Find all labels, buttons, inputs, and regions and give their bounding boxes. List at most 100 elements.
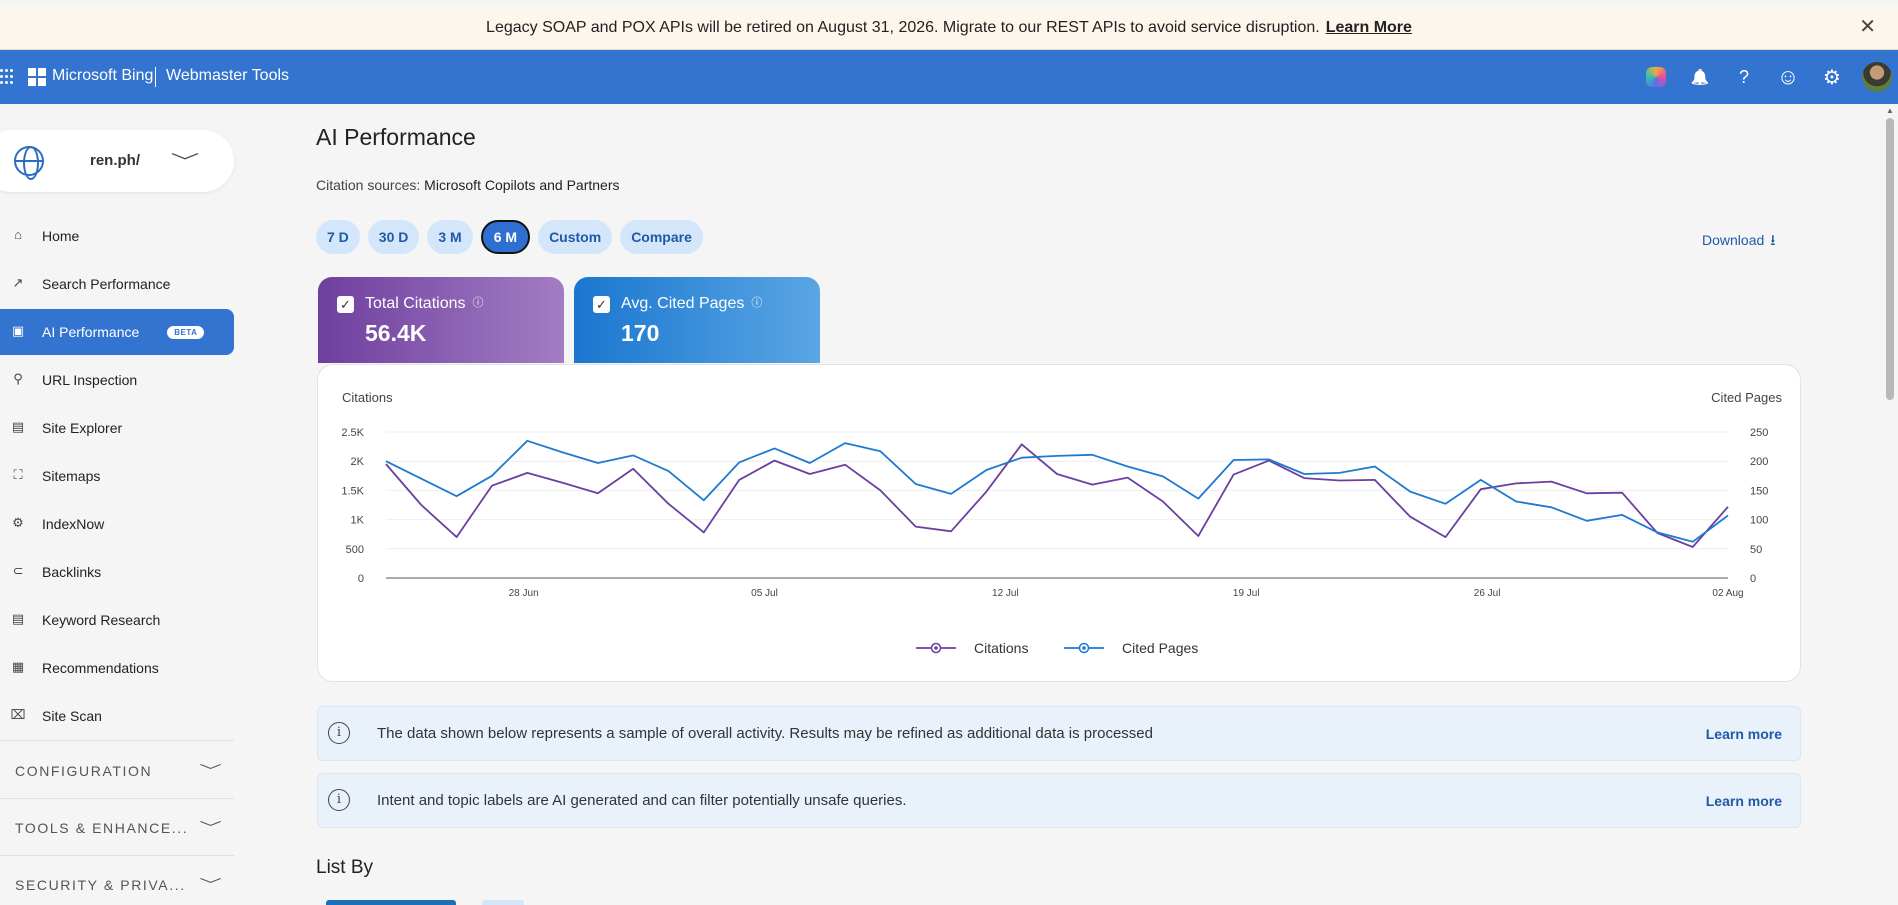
info-bar-ai-labels: i Intent and topic labels are AI generat… bbox=[317, 773, 1801, 828]
sidebar-item-label: IndexNow bbox=[42, 516, 105, 532]
download-button[interactable]: Download ⭳ bbox=[1702, 230, 1776, 255]
y-tick-label: 2.5K bbox=[341, 427, 364, 439]
sidebar-item-site-explorer[interactable]: ▤ Site Explorer bbox=[0, 405, 234, 451]
info-icon: i bbox=[328, 722, 350, 744]
range-6m-button[interactable]: 6 M bbox=[480, 220, 531, 254]
sidebar-item-keyword-research[interactable]: ▤ Keyword Research bbox=[0, 597, 234, 643]
brand-name[interactable]: Microsoft Bing bbox=[52, 67, 154, 84]
sidebar-item-home[interactable]: ⌂ Home bbox=[0, 213, 234, 259]
banner-learn-more-link[interactable]: Learn More bbox=[1325, 18, 1412, 36]
feedback-icon[interactable]: ☺ bbox=[1776, 64, 1800, 89]
sidebar-section-configuration[interactable]: CONFIGURATION ﹀ bbox=[15, 761, 222, 781]
info-icon[interactable]: ⓘ bbox=[472, 297, 484, 309]
globe-icon bbox=[14, 146, 44, 180]
checkbox-avg-cited-pages[interactable]: ✓ bbox=[593, 296, 610, 313]
legend-marker-dot bbox=[1082, 646, 1086, 650]
legend-entry: Citations bbox=[974, 640, 1028, 656]
date-range-selector: 7 D 30 D 3 M 6 M Custom Compare bbox=[316, 220, 703, 254]
series-line-cited-pages bbox=[385, 439, 1729, 543]
sidebar-item-search-performance[interactable]: ↗ Search Performance bbox=[0, 261, 234, 307]
metric-label: Avg. Cited Pages ⓘ bbox=[621, 294, 762, 313]
scrollbar-thumb[interactable] bbox=[1886, 118, 1894, 400]
info-bar-text: Intent and topic labels are AI generated… bbox=[377, 792, 907, 809]
metric-card-avg-cited-pages[interactable]: ✓ Avg. Cited Pages ⓘ 170 bbox=[574, 277, 820, 363]
link-icon: ⊂ bbox=[12, 563, 24, 578]
download-icon: ⭳ bbox=[1770, 232, 1776, 249]
range-7d-button[interactable]: 7 D bbox=[316, 220, 360, 254]
checklist-icon: ▦ bbox=[11, 659, 25, 674]
help-icon[interactable]: ? bbox=[1738, 66, 1749, 87]
y-axis-title: Citations bbox=[342, 390, 393, 405]
close-icon[interactable]: ✕ bbox=[1859, 16, 1876, 38]
x-tick-label: 26 Jul bbox=[1474, 588, 1501, 599]
bell-icon[interactable]: 🔔 bbox=[1690, 69, 1710, 86]
compare-button[interactable]: Compare bbox=[620, 220, 703, 254]
site-selector[interactable]: ren.ph/ ﹀ bbox=[0, 130, 234, 192]
list-tab-selected[interactable] bbox=[326, 900, 456, 905]
learn-more-link[interactable]: Learn more bbox=[1705, 726, 1782, 742]
list-by-heading: List By bbox=[316, 857, 374, 878]
checkbox-total-citations[interactable]: ✓ bbox=[337, 296, 354, 313]
metric-label: Total Citations ⓘ bbox=[365, 294, 484, 313]
sidebar-section-tools[interactable]: TOOLS & ENHANCE... ﹀ bbox=[15, 818, 222, 838]
product-name[interactable]: Webmaster Tools bbox=[166, 67, 290, 84]
list-tab[interactable] bbox=[482, 900, 524, 905]
range-custom-button[interactable]: Custom bbox=[538, 220, 613, 254]
x-tick-label: 28 Jun bbox=[509, 588, 539, 599]
x-tick-label: 19 Jul bbox=[1233, 588, 1260, 599]
sidebar-divider bbox=[0, 740, 234, 741]
gear-icon: ⚙ bbox=[12, 515, 24, 530]
sidebar-item-label: URL Inspection bbox=[42, 372, 138, 388]
y-tick-label: 500 bbox=[346, 544, 364, 556]
sidebar-item-url-inspection[interactable]: ⚲ URL Inspection bbox=[0, 357, 234, 403]
range-30d-button[interactable]: 30 D bbox=[367, 220, 420, 254]
page-scrollbar[interactable]: ▲ bbox=[1882, 104, 1898, 905]
sidebar-divider bbox=[0, 798, 234, 799]
legend-marker-dot bbox=[934, 646, 938, 650]
y2-tick-label: 150 bbox=[1750, 485, 1768, 497]
citation-sources: Citation sources: Microsoft Copilots and… bbox=[316, 177, 619, 193]
download-label: Download bbox=[1702, 232, 1765, 248]
microsoft-logo-icon bbox=[28, 68, 46, 86]
sidebar-item-indexnow[interactable]: ⚙ IndexNow bbox=[0, 501, 234, 547]
trend-icon: ↗ bbox=[12, 275, 24, 290]
y2-tick-label: 50 bbox=[1750, 544, 1762, 556]
range-3m-button[interactable]: 3 M bbox=[427, 220, 473, 254]
sidebar-item-label: Search Performance bbox=[42, 276, 171, 292]
info-icon[interactable]: ⓘ bbox=[751, 297, 763, 309]
scan-icon: ⌧ bbox=[10, 707, 26, 722]
sitemap-icon: ⛶ bbox=[13, 467, 23, 482]
y2-tick-label: 250 bbox=[1750, 427, 1768, 439]
chevron-down-icon[interactable]: ﹀ bbox=[170, 152, 200, 172]
info-icon: i bbox=[328, 789, 350, 811]
sidebar-item-label: AI Performance bbox=[42, 324, 140, 340]
chart-svg: Citations Cited Pages 0 500 1K 1.5K 2K 2.5K 0 50 1… bbox=[341, 390, 1782, 656]
banner-text: Legacy SOAP and POX APIs will be retired… bbox=[486, 18, 1320, 36]
sidebar-section-security[interactable]: SECURITY & PRIVA... ﹀ bbox=[15, 875, 222, 895]
citation-sources-value: Microsoft Copilots and Partners bbox=[424, 177, 620, 193]
sidebar-item-sitemaps[interactable]: ⛶ Sitemaps bbox=[0, 453, 234, 499]
sidebar-item-ai-performance[interactable]: ▣ AI Performance BETA bbox=[0, 309, 234, 355]
copilot-icon[interactable] bbox=[1634, 50, 1678, 104]
learn-more-link[interactable]: Learn more bbox=[1705, 793, 1782, 809]
avatar[interactable] bbox=[1862, 62, 1892, 92]
citation-sources-label: Citation sources: bbox=[316, 177, 421, 193]
metric-value: 170 bbox=[621, 320, 660, 346]
sidebar-nav: ⌂ Home ↗ Search Performance ▣ AI Performanc… bbox=[0, 213, 234, 741]
metric-card-total-citations[interactable]: ✓ Total Citations ⓘ 56.4K bbox=[318, 277, 564, 363]
y-tick-label: 1K bbox=[351, 515, 365, 527]
document-icon: ▤ bbox=[11, 419, 25, 434]
sidebar-item-backlinks[interactable]: ⊂ Backlinks bbox=[0, 549, 234, 595]
sidebar-item-site-scan[interactable]: ⌧ Site Scan bbox=[0, 693, 234, 739]
document-icon: ▤ bbox=[11, 611, 25, 626]
gear-icon[interactable]: ⚙ bbox=[1823, 66, 1841, 89]
app-launcher-icon[interactable] bbox=[0, 69, 14, 85]
x-tick-label: 05 Jul bbox=[751, 588, 778, 599]
sidebar-section-label: SECURITY & PRIVA... bbox=[15, 877, 186, 893]
announcement-banner: Legacy SOAP and POX APIs will be retired… bbox=[0, 6, 1898, 50]
sidebar-item-label: Recommendations bbox=[42, 660, 159, 676]
scroll-up-icon[interactable]: ▲ bbox=[1886, 106, 1894, 115]
sidebar-item-recommendations[interactable]: ▦ Recommendations bbox=[0, 645, 234, 691]
ai-image-icon: ▣ bbox=[11, 323, 25, 338]
y2-tick-label: 200 bbox=[1750, 456, 1768, 468]
